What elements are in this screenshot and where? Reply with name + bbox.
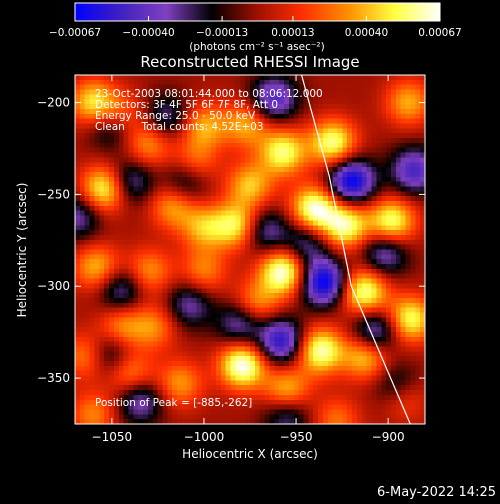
annotation-total-counts: Clean Total counts: 4.52E+03 (95, 121, 264, 133)
colorbar-tick-label: 0.00013 (271, 27, 314, 39)
heatmap-image (75, 75, 425, 424)
colorbar (74, 2, 441, 22)
colorbar-units-label: (photons cm⁻² s⁻¹ asec⁻²) (189, 41, 324, 53)
y-tick-label: −250 (37, 187, 70, 201)
colorbar-ticks: −0.00067 −0.00040 −0.00013 0.00013 0.00040 0.… (49, 16, 462, 39)
x-tick-label: −950 (280, 430, 313, 444)
annotation-block: 23-Oct-2003 08:01:44.000 to 08:06:12.000… (95, 88, 323, 133)
x-axis-label: Heliocentric X (arcsec) (182, 447, 318, 461)
annotation-energy-range: Energy Range: 25.0 - 50.0 keV (95, 110, 256, 122)
timestamp: 6-May-2022 14:25 (377, 485, 496, 500)
x-tick-label: −1050 (92, 430, 133, 444)
annotation-time-range: 23-Oct-2003 08:01:44.000 to 08:06:12.000 (95, 88, 323, 100)
x-tick-label: −1000 (184, 430, 225, 444)
colorbar-tick-label: −0.00013 (196, 27, 248, 39)
solar-limb-line (301, 75, 411, 424)
y-axis-label: Heliocentric Y (arcsec) (15, 183, 29, 318)
peak-position-label: Position of Peak = [-885,-262] (95, 397, 252, 409)
plot-frame (74, 74, 426, 425)
y-tick-label: −200 (37, 96, 70, 110)
x-tick-label: −900 (372, 430, 405, 444)
chart-title: Reconstructed RHESSI Image (140, 53, 359, 71)
colorbar-tick-label: 0.00040 (345, 27, 388, 39)
colorbar-tick-label: −0.00067 (49, 27, 101, 39)
y-tick-label: −350 (37, 371, 70, 385)
y-axis-ticks: −200 −250 −300 −350 (37, 96, 425, 385)
annotation-detectors: Detectors: 3F 4F 5F 6F 7F 8F, Att 0 (95, 99, 278, 111)
colorbar-tick-label: −0.00040 (122, 27, 174, 39)
colorbar-tick-label: 0.00067 (418, 27, 461, 39)
y-tick-label: −300 (37, 279, 70, 293)
x-axis-ticks: −1050 −1000 −950 −900 (92, 75, 405, 444)
